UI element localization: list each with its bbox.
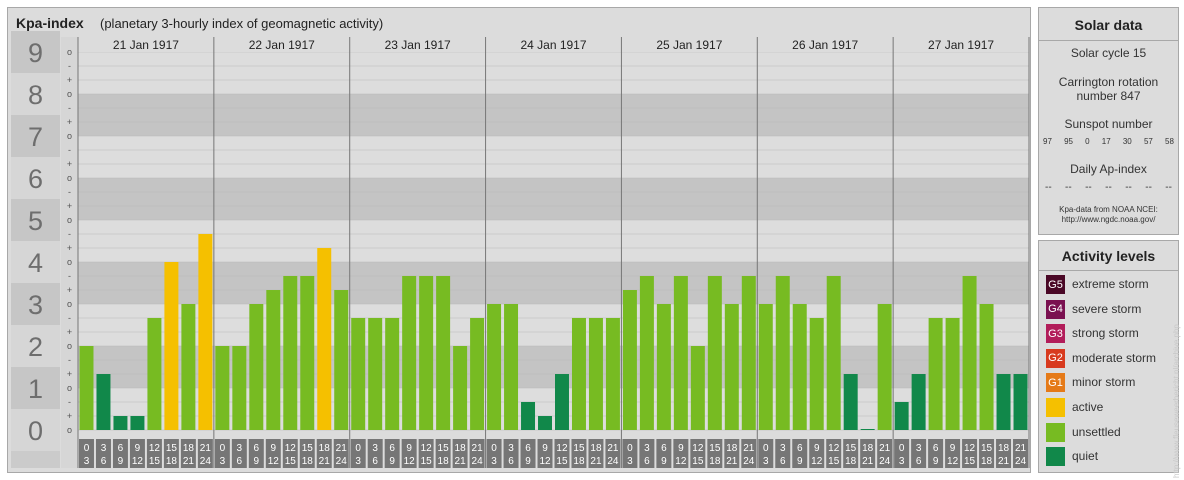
ap-value: -- (1145, 182, 1152, 193)
activity-levels-title: Activity levels (1061, 248, 1156, 264)
ap-value: -- (1165, 182, 1172, 193)
ap-value: -- (1125, 182, 1132, 193)
sunspot-value: 95 (1064, 137, 1073, 146)
sunspot-value: 0 (1085, 137, 1090, 146)
sunspot-value: 97 (1043, 137, 1052, 146)
solar-data-title: Solar data (1074, 17, 1143, 33)
legend-swatch: G2 (1046, 348, 1065, 368)
ap-value: -- (1065, 182, 1072, 193)
ap-index-title: Daily Ap-index (1070, 162, 1147, 176)
source-note-line-1: Kpa-data from NOAA NCEI: (1059, 205, 1158, 214)
legend-label: quiet (1072, 449, 1099, 464)
legend-swatch (1046, 398, 1065, 417)
legend-label: extreme storm (1072, 277, 1149, 291)
ap-value: -- (1045, 182, 1052, 193)
legend-item-moderate-storm: G2 moderate storm (1046, 348, 1176, 369)
legend-swatch: G4 (1046, 299, 1065, 319)
legend-item-quiet: quiet (1046, 447, 1176, 467)
sunspot-value: 30 (1122, 137, 1132, 146)
legend-label: strong storm (1072, 326, 1139, 341)
legend-swatch: G3 (1046, 324, 1065, 344)
legend-swatch: G5 (1046, 275, 1065, 294)
solar-data-panel: Solar data Solar cycle 15 Carrington rot… (1038, 7, 1179, 235)
legend-item-severe-storm: G4 severe storm (1046, 299, 1176, 320)
legend-label: active (1072, 400, 1104, 414)
activity-levels-panel: Activity levels G5 extreme storm G4 severe … (1038, 240, 1179, 473)
legend-swatch (1046, 422, 1065, 442)
sunspot-value: 58 (1165, 137, 1174, 146)
carrington-line-1: Carrington rotation (1058, 75, 1159, 89)
watermark-url: http://www.fleuseweerbericht.nl/archive.… (1172, 324, 1181, 478)
source-note-line-2: http://www.ngdc.noaa.gov/ (1061, 215, 1156, 224)
legend-label: unsettled (1072, 424, 1121, 439)
carrington-line-2: number 847 (1076, 89, 1141, 103)
legend-label: severe storm (1072, 301, 1142, 316)
legend-item-unsettled: unsettled (1046, 422, 1176, 443)
solar-cycle: Solar cycle 15 (1070, 46, 1147, 60)
legend-item-extreme-storm: G5 extreme storm (1046, 275, 1176, 295)
legend-label: minor storm (1072, 375, 1136, 390)
sunspot-value: 57 (1143, 137, 1153, 146)
kpa-chart-panel: Kpa-index (planetary 3-hourly index of g… (7, 7, 1031, 473)
ap-value: -- (1085, 182, 1092, 193)
sunspot-value: 17 (1101, 137, 1111, 146)
chart-title: Kpa-index (16, 15, 84, 31)
ap-index-values: -- -- -- -- -- -- -- (1045, 182, 1172, 193)
chart-subtitle: (planetary 3-hourly index of geomagnetic… (100, 16, 384, 31)
legend-item-active: active (1046, 398, 1176, 418)
legend-swatch: G1 (1046, 373, 1065, 393)
sunspot-values: 97 95 0 17 30 57 58 (1043, 137, 1174, 146)
legend-item-minor-storm: G1 minor storm (1046, 373, 1176, 393)
solar-title-divider (1039, 40, 1178, 41)
legend-swatch (1046, 447, 1065, 467)
levels-title-divider (1039, 270, 1178, 271)
legend-label: moderate storm (1072, 350, 1157, 365)
ap-value: -- (1105, 182, 1112, 193)
legend-item-strong-storm: G3 strong storm (1046, 324, 1176, 344)
sunspot-title: Sunspot number (1064, 117, 1153, 131)
